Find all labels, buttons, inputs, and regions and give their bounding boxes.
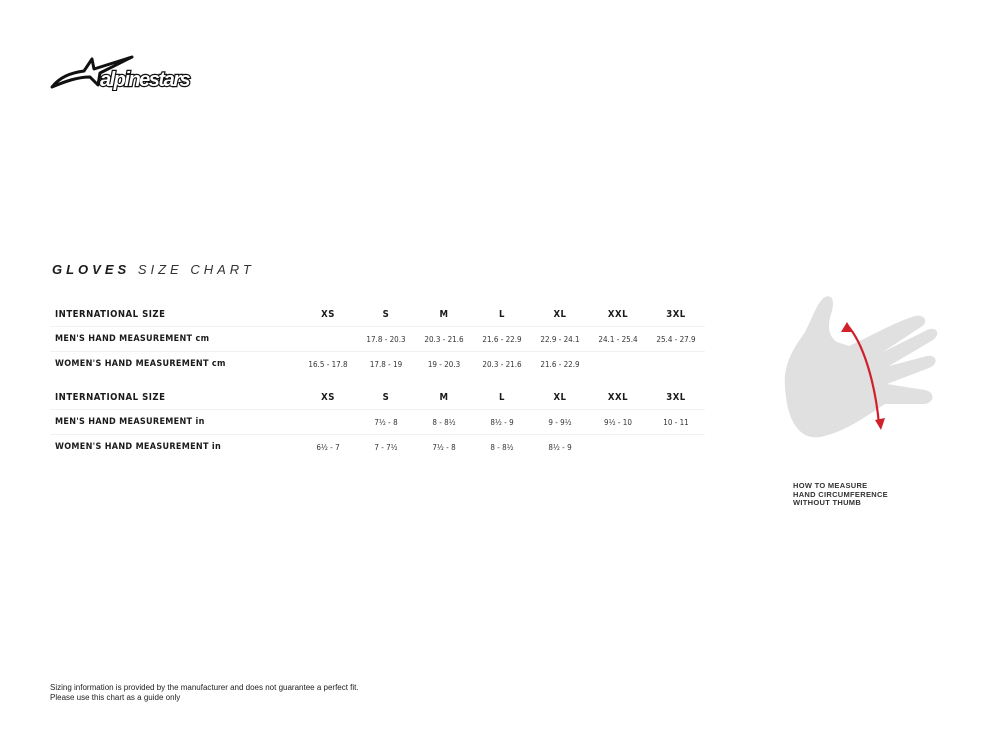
size-cell: 3XL — [647, 302, 705, 327]
row-label: WOMEN'S HAND MEASUREMENT cm — [55, 359, 226, 369]
size-cell: XL — [531, 385, 589, 410]
size-header-row: INTERNATIONAL SIZE XS S M L XL XXL 3XL — [50, 302, 705, 327]
row-label: WOMEN'S HAND MEASUREMENT in — [55, 442, 222, 452]
row-label: INTERNATIONAL SIZE — [50, 385, 299, 410]
size-header-row: INTERNATIONAL SIZE XS S M L XL XXL 3XL — [50, 385, 705, 410]
measurement-cell — [647, 352, 705, 377]
size-cell: L — [473, 302, 531, 327]
measurement-cell: 8 - 8½ — [415, 409, 473, 435]
measurement-cell: 6½ - 7 — [316, 442, 340, 452]
measurement-cell: 7½ - 8 — [432, 442, 456, 452]
measurement-cell: 21.6 - 22.9 — [540, 359, 580, 369]
measurement-cell: 10 - 11 — [647, 409, 705, 435]
size-cell: XS — [299, 385, 357, 410]
table-row: WOMEN'S HAND MEASUREMENT cm 16.5 - 17.8 17… — [50, 352, 705, 377]
disclaimer: Sizing information is provided by the ma… — [50, 683, 359, 702]
row-label: INTERNATIONAL SIZE — [50, 302, 299, 327]
measurement-cell: 21.6 - 22.9 — [473, 326, 531, 352]
svg-text:alpinestars: alpinestars — [100, 69, 190, 91]
spacer-row — [50, 376, 705, 385]
measurement-cell: 7 - 7½ — [374, 442, 398, 452]
alpinestars-logo: alpinestars — [50, 55, 193, 91]
measurement-cell: 9 - 9½ — [531, 409, 589, 435]
measurement-cell: 16.5 - 17.8 — [308, 359, 348, 369]
row-label: MEN'S HAND MEASUREMENT cm — [50, 326, 299, 352]
size-cell: L — [473, 385, 531, 410]
size-cell: S — [357, 302, 415, 327]
size-cell: XXL — [589, 302, 647, 327]
measurement-cell: 20.3 - 21.6 — [482, 359, 522, 369]
page-title: GLOVES SIZE CHART — [52, 262, 255, 277]
measurement-cell: 9½ - 10 — [589, 409, 647, 435]
measurement-cell: 24.1 - 25.4 — [589, 326, 647, 352]
measurement-cell: 8 - 8½ — [490, 442, 514, 452]
measurement-cell — [589, 435, 647, 460]
measurement-cell: 8½ - 9 — [473, 409, 531, 435]
measurement-cell — [589, 352, 647, 377]
measurement-cell: 17.8 - 20.3 — [357, 326, 415, 352]
measurement-cell: 17.8 - 19 — [369, 359, 403, 369]
measurement-cell — [647, 435, 705, 460]
size-cell: 3XL — [647, 385, 705, 410]
table-row: WOMEN'S HAND MEASUREMENT in 6½ - 7 7 - 7½ 7… — [50, 435, 705, 460]
measurement-cell: 7½ - 8 — [357, 409, 415, 435]
hand-measure-icon — [784, 296, 938, 438]
size-cell: XL — [531, 302, 589, 327]
measurement-cell — [299, 409, 357, 435]
table-row: MEN'S HAND MEASUREMENT cm 17.8 - 20.3 20.3… — [50, 326, 705, 352]
measurement-cell: 8½ - 9 — [548, 442, 572, 452]
row-label: MEN'S HAND MEASUREMENT in — [50, 409, 299, 435]
size-cell: M — [415, 385, 473, 410]
size-cell: M — [415, 302, 473, 327]
measure-caption: HOW TO MEASURE HAND CIRCUMFERENCE WITHOU… — [793, 481, 888, 507]
size-cell: XS — [299, 302, 357, 327]
size-cell: XXL — [589, 385, 647, 410]
measurement-cell — [299, 326, 357, 352]
measurement-cell: 20.3 - 21.6 — [415, 326, 473, 352]
size-chart-table: INTERNATIONAL SIZE XS S M L XL XXL 3XL MEN'S HAN… — [50, 302, 705, 459]
size-cell: S — [357, 385, 415, 410]
measurement-cell: 22.9 - 24.1 — [531, 326, 589, 352]
measurement-cell: 25.4 - 27.9 — [647, 326, 705, 352]
measurement-cell: 19 - 20.3 — [427, 359, 461, 369]
